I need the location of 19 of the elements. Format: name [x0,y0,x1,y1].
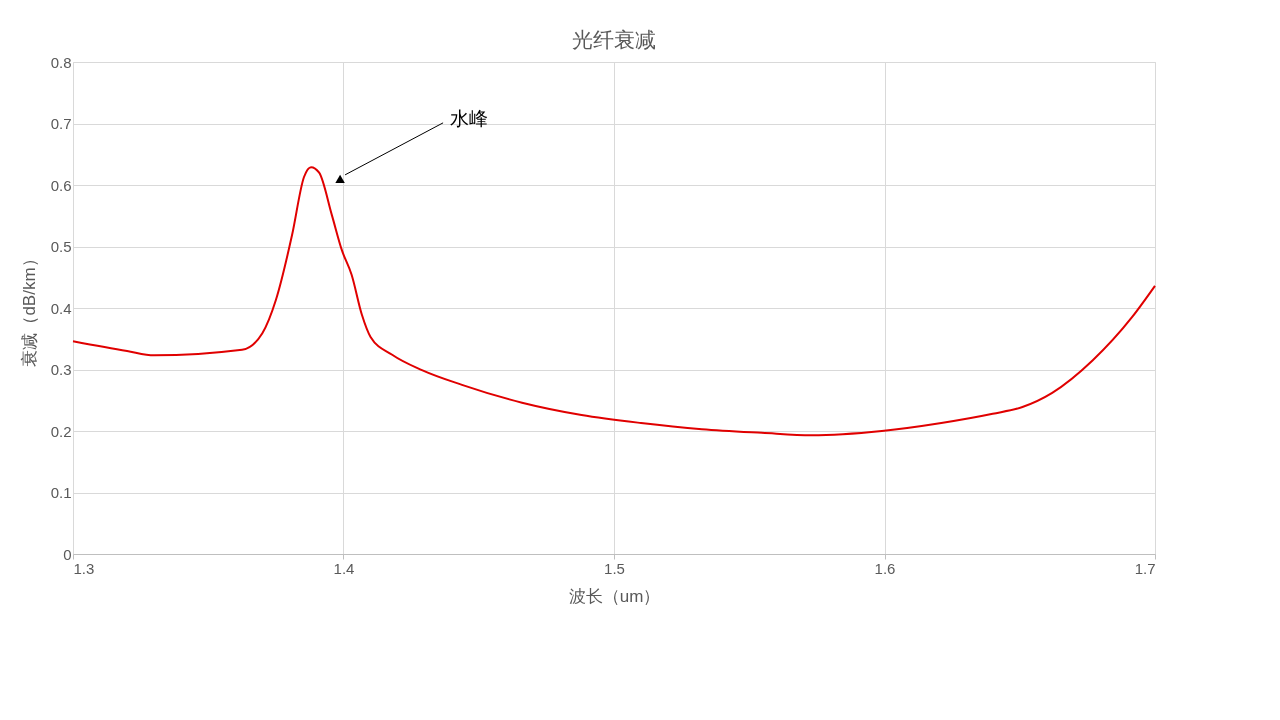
chart-title: 光纤衰减 [572,28,656,51]
y-tick-label: 0.3 [50,361,72,378]
y-tick-label: 0.5 [50,238,72,255]
x-tick-label: 1.6 [874,559,896,577]
y-tick-label: 0.1 [50,484,72,501]
x-tick-label: 1.5 [604,559,625,577]
x-tick-label: 1.4 [333,559,355,577]
x-tick-label: 1.3 [73,559,95,577]
line-series [72,166,1156,437]
y-tick-label: 0.4 [50,299,72,317]
y-tick-label: 0.6 [50,176,72,194]
y-tick-label: 0.2 [50,422,72,440]
y-axis-title: 衰减（dB/km） [19,250,39,367]
annotation: 水峰 [450,107,489,129]
x-tick-label: 1.7 [1134,559,1156,577]
y-tick-label: 0.7 [50,115,72,132]
y-tick-label: 0 [63,545,72,563]
y-tick-label: 0.8 [50,53,72,71]
x-axis-title: 波长（um） [568,586,661,606]
